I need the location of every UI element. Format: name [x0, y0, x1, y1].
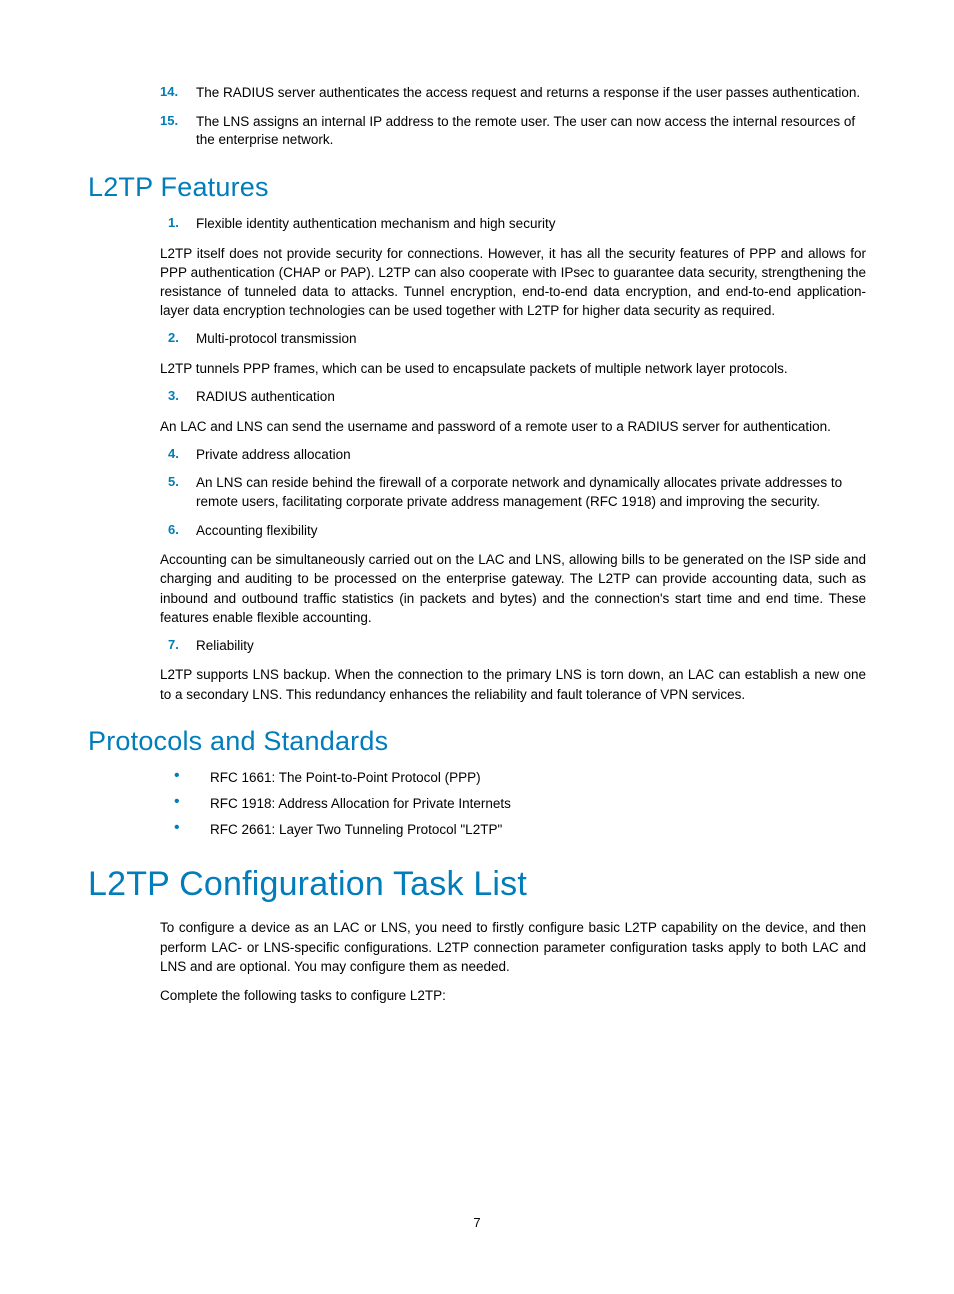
list-text: The RADIUS server authenticates the acce…	[196, 84, 866, 103]
paragraph: Complete the following tasks to configur…	[160, 986, 866, 1005]
list-number: 14.	[88, 84, 196, 103]
paragraph: L2TP supports LNS backup. When the conne…	[160, 665, 866, 703]
list-text: An LNS can reside behind the firewall of…	[196, 474, 866, 511]
bullet-item: • RFC 2661: Layer Two Tunneling Protocol…	[88, 821, 866, 839]
list-number: 1.	[88, 215, 196, 234]
paragraph: Accounting can be simultaneously carried…	[160, 550, 866, 627]
feature-item: 5. An LNS can reside behind the firewall…	[88, 474, 866, 511]
heading-protocols: Protocols and Standards	[88, 726, 866, 757]
list-text: Flexible identity authentication mechani…	[196, 215, 866, 234]
list-text: Accounting flexibility	[196, 522, 866, 541]
heading-l2tp-features: L2TP Features	[88, 172, 866, 203]
list-number: 15.	[88, 113, 196, 150]
paragraph: L2TP itself does not provide security fo…	[160, 244, 866, 321]
list-item: 15. The LNS assigns an internal IP addre…	[88, 113, 866, 150]
list-number: 2.	[88, 330, 196, 349]
list-number: 6.	[88, 522, 196, 541]
bullet-icon: •	[88, 769, 210, 787]
list-number: 4.	[88, 446, 196, 465]
feature-item: 1. Flexible identity authentication mech…	[88, 215, 866, 234]
bullet-icon: •	[88, 795, 210, 813]
bullet-text: RFC 1918: Address Allocation for Private…	[210, 795, 866, 813]
list-text: Reliability	[196, 637, 866, 656]
paragraph: An LAC and LNS can send the username and…	[160, 417, 866, 436]
list-item: 14. The RADIUS server authenticates the …	[88, 84, 866, 103]
list-text: Private address allocation	[196, 446, 866, 465]
list-text: The LNS assigns an internal IP address t…	[196, 113, 866, 150]
page-number: 7	[0, 1215, 954, 1230]
feature-item: 3. RADIUS authentication	[88, 388, 866, 407]
feature-item: 6. Accounting flexibility	[88, 522, 866, 541]
bullet-text: RFC 1661: The Point-to-Point Protocol (P…	[210, 769, 866, 787]
bullet-text: RFC 2661: Layer Two Tunneling Protocol "…	[210, 821, 866, 839]
list-number: 5.	[88, 474, 196, 511]
page: 14. The RADIUS server authenticates the …	[0, 0, 954, 1294]
feature-item: 4. Private address allocation	[88, 446, 866, 465]
feature-item: 7. Reliability	[88, 637, 866, 656]
bullet-item: • RFC 1918: Address Allocation for Priva…	[88, 795, 866, 813]
bullet-item: • RFC 1661: The Point-to-Point Protocol …	[88, 769, 866, 787]
list-number: 7.	[88, 637, 196, 656]
feature-item: 2. Multi-protocol transmission	[88, 330, 866, 349]
paragraph: L2TP tunnels PPP frames, which can be us…	[160, 359, 866, 378]
list-text: Multi-protocol transmission	[196, 330, 866, 349]
heading-task-list: L2TP Configuration Task List	[88, 865, 866, 904]
list-text: RADIUS authentication	[196, 388, 866, 407]
bullet-icon: •	[88, 821, 210, 839]
list-number: 3.	[88, 388, 196, 407]
paragraph: To configure a device as an LAC or LNS, …	[160, 918, 866, 975]
